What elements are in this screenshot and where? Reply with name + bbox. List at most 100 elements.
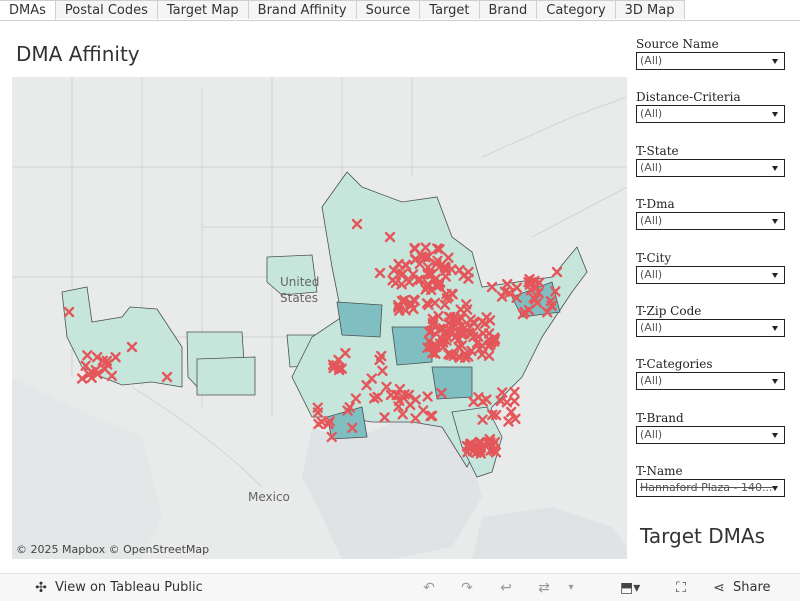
location-marker[interactable] — [477, 396, 488, 407]
dma-regions[interactable] — [61, 171, 588, 478]
location-marker[interactable] — [477, 328, 489, 339]
location-marker[interactable] — [469, 317, 480, 329]
location-marker[interactable] — [545, 295, 557, 307]
location-marker[interactable] — [550, 286, 561, 297]
location-marker[interactable] — [331, 360, 342, 371]
location-marker[interactable] — [462, 446, 473, 458]
location-marker[interactable] — [432, 255, 443, 266]
location-marker[interactable] — [374, 267, 386, 279]
location-marker[interactable] — [424, 327, 435, 338]
location-marker[interactable] — [126, 341, 138, 353]
location-marker[interactable] — [502, 278, 513, 290]
location-marker[interactable] — [374, 354, 385, 366]
location-marker[interactable] — [412, 274, 424, 286]
location-marker[interactable] — [496, 291, 508, 302]
tab-source[interactable]: Source — [356, 0, 421, 19]
revert-icon[interactable]: ↩ — [500, 580, 512, 596]
location-marker[interactable] — [393, 401, 404, 412]
location-marker[interactable] — [426, 410, 438, 422]
location-marker[interactable] — [347, 422, 358, 434]
location-marker[interactable] — [393, 305, 405, 316]
view-on-tableau-link[interactable]: View on Tableau Public — [55, 580, 203, 595]
location-marker[interactable] — [417, 405, 429, 416]
location-marker[interactable] — [501, 397, 513, 408]
location-marker[interactable] — [487, 440, 499, 451]
location-marker[interactable] — [405, 297, 416, 309]
location-marker[interactable] — [531, 297, 543, 308]
location-marker[interactable] — [92, 351, 103, 363]
location-marker[interactable] — [525, 284, 537, 296]
location-marker[interactable] — [433, 280, 445, 291]
location-marker[interactable] — [439, 299, 451, 310]
location-marker[interactable] — [313, 418, 324, 430]
location-marker[interactable] — [445, 324, 456, 336]
location-marker[interactable] — [490, 409, 502, 421]
location-marker[interactable] — [377, 365, 388, 376]
location-marker[interactable] — [342, 405, 353, 416]
location-marker[interactable] — [106, 370, 118, 382]
location-marker[interactable] — [414, 258, 425, 270]
location-marker[interactable] — [481, 312, 492, 323]
tab-brand-affinity[interactable]: Brand Affinity — [248, 0, 357, 19]
t-city-dropdown[interactable]: (All) — [636, 266, 785, 284]
location-marker[interactable] — [463, 273, 474, 284]
location-marker[interactable] — [440, 262, 451, 274]
map-canvas[interactable] — [12, 77, 627, 559]
map-attribution[interactable]: © 2025 Mapbox © OpenStreetMap — [16, 543, 210, 556]
location-marker[interactable] — [517, 308, 529, 320]
tab-3d-map[interactable]: 3D Map — [615, 0, 685, 19]
location-marker[interactable] — [409, 242, 420, 254]
location-marker[interactable] — [497, 387, 508, 398]
location-marker[interactable] — [462, 351, 474, 362]
location-marker[interactable] — [385, 389, 397, 401]
location-marker[interactable] — [366, 373, 377, 384]
location-marker[interactable] — [397, 268, 409, 279]
location-marker[interactable] — [533, 277, 545, 288]
source-name-dropdown[interactable]: (All) — [636, 52, 785, 70]
location-marker[interactable] — [523, 304, 535, 316]
location-marker[interactable] — [393, 258, 404, 270]
location-marker[interactable] — [82, 350, 93, 361]
location-marker[interactable] — [63, 306, 75, 318]
location-marker[interactable] — [422, 391, 433, 402]
download-icon[interactable]: ⬒▾ — [620, 580, 641, 596]
location-marker[interactable] — [435, 260, 446, 272]
distance-criteria-dropdown[interactable]: (All) — [636, 105, 785, 123]
location-marker[interactable] — [466, 345, 477, 357]
location-marker[interactable] — [379, 412, 390, 423]
location-marker[interactable] — [484, 434, 496, 445]
location-marker[interactable] — [448, 350, 459, 361]
location-marker[interactable] — [408, 303, 419, 315]
location-marker[interactable] — [510, 413, 521, 425]
location-markers[interactable] — [63, 218, 563, 459]
t-categories-dropdown[interactable]: (All) — [636, 372, 785, 390]
location-marker[interactable] — [381, 381, 392, 393]
location-marker[interactable] — [453, 334, 465, 345]
location-marker[interactable] — [396, 295, 408, 307]
location-marker[interactable] — [511, 282, 523, 293]
tab-dmas[interactable]: DMAs — [0, 0, 56, 20]
tab-category[interactable]: Category — [537, 0, 616, 19]
location-marker[interactable] — [477, 414, 488, 425]
t-state-dropdown[interactable]: (All) — [636, 159, 785, 177]
tab-target-map[interactable]: Target Map — [157, 0, 249, 19]
location-marker[interactable] — [499, 286, 511, 297]
share-icon[interactable]: ⋖ — [713, 580, 725, 596]
location-marker[interactable] — [470, 439, 482, 451]
location-marker[interactable] — [312, 402, 323, 413]
location-marker[interactable] — [503, 416, 514, 427]
location-marker[interactable] — [509, 386, 520, 398]
tab-target[interactable]: Target — [420, 0, 480, 19]
location-marker[interactable] — [511, 292, 522, 303]
location-marker[interactable] — [429, 297, 441, 309]
location-marker[interactable] — [441, 335, 452, 346]
location-marker[interactable] — [483, 350, 495, 362]
chevron-down-icon[interactable]: ▾ — [568, 582, 574, 593]
location-marker[interactable] — [404, 276, 415, 288]
location-marker[interactable] — [505, 406, 517, 418]
location-marker[interactable] — [398, 392, 409, 404]
location-marker[interactable] — [351, 218, 363, 230]
location-marker[interactable] — [427, 317, 439, 329]
location-marker[interactable] — [427, 319, 439, 331]
undo-icon[interactable]: ↶ — [423, 580, 435, 596]
